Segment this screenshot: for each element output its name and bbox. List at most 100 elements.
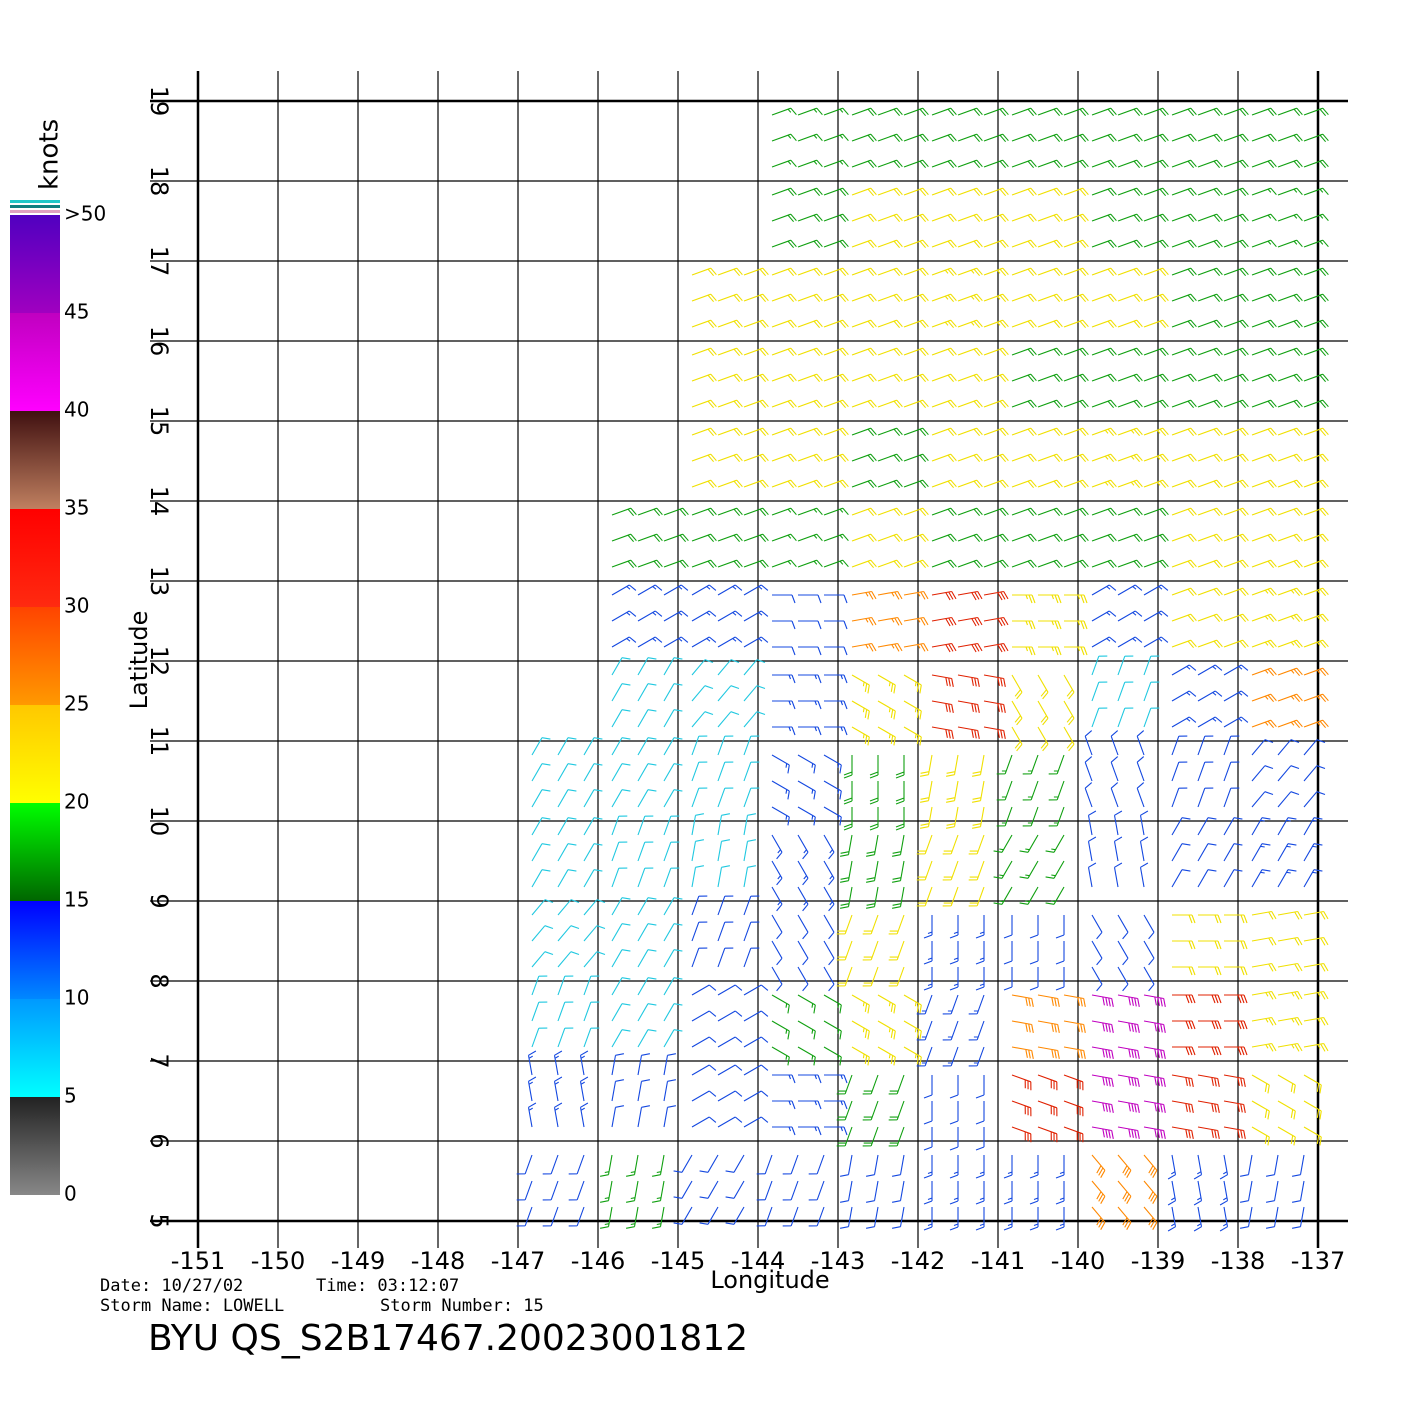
wind-barb <box>579 1076 589 1102</box>
colorbar-tick-label: 25 <box>64 692 89 716</box>
wind-barb <box>983 427 1009 437</box>
wind-barb <box>851 533 877 543</box>
wind-barb <box>743 293 769 303</box>
wind-barb <box>1223 787 1240 808</box>
wind-barb <box>975 1075 985 1099</box>
wind-barb <box>691 895 708 916</box>
wind-barb <box>557 869 577 888</box>
wind-barb <box>1277 719 1303 729</box>
wind-barb <box>877 293 903 303</box>
wind-barb <box>1117 1020 1140 1034</box>
wind-barb <box>993 834 1013 853</box>
wind-barb <box>1171 639 1197 649</box>
wind-barb <box>877 239 903 249</box>
wind-barb <box>1251 133 1277 143</box>
wind-barb <box>877 373 903 383</box>
wind-barb <box>1251 693 1277 703</box>
wind-barb <box>1003 941 1013 965</box>
wind-barb <box>1171 347 1197 357</box>
wind-barb <box>1143 1074 1166 1088</box>
wind-barb <box>903 319 929 329</box>
wind-barb <box>691 636 717 648</box>
x-tick-label: -144 <box>731 1247 785 1275</box>
wind-barb <box>975 1155 985 1179</box>
wind-barb <box>1303 1074 1322 1094</box>
wind-barb <box>1171 559 1197 569</box>
wind-barb <box>1037 479 1063 489</box>
x-tick-label: -141 <box>971 1247 1025 1275</box>
wind-barb <box>568 1206 585 1227</box>
wind-barb <box>1091 373 1117 383</box>
wind-barb <box>797 860 809 886</box>
wind-barb <box>931 559 957 569</box>
wind-barb <box>823 293 849 303</box>
wind-barb <box>839 1180 853 1203</box>
wind-barb <box>1143 1020 1166 1034</box>
wind-barb <box>743 373 769 383</box>
wind-barb <box>1277 1042 1303 1052</box>
colorbar-bin <box>10 215 60 313</box>
wind-barb <box>983 616 1009 627</box>
wind-barb <box>797 994 816 1014</box>
wind-barb <box>611 584 637 596</box>
wind-barb <box>1117 239 1143 249</box>
wind-barb <box>1091 994 1114 1008</box>
wind-barb <box>823 453 849 463</box>
wind-barb <box>823 133 849 142</box>
wind-barb <box>691 507 717 517</box>
wind-barb <box>1063 399 1089 409</box>
wind-barb <box>957 674 980 688</box>
wind-barb <box>1303 1100 1322 1120</box>
wind-barb <box>663 923 683 942</box>
wind-barb <box>1117 133 1143 143</box>
wind-barb <box>1251 239 1277 248</box>
wind-barb <box>942 994 959 1015</box>
wind-barb <box>1091 533 1117 543</box>
wind-barb <box>611 683 631 702</box>
wind-barb <box>1193 1154 1203 1180</box>
wind-barb <box>531 817 551 836</box>
wind-barb <box>877 267 903 277</box>
date-label: Date: 10/27/02 <box>100 1276 243 1296</box>
wind-barb <box>1291 1154 1305 1177</box>
wind-barb <box>1091 1020 1114 1034</box>
wind-barb <box>743 453 769 463</box>
wind-barb <box>851 1046 870 1066</box>
colorbar-tick-label: 30 <box>64 594 89 618</box>
wind-barb <box>1037 347 1063 357</box>
wind-barb <box>1063 239 1089 249</box>
wind-barb <box>1172 1020 1196 1030</box>
wind-barb <box>1091 159 1117 169</box>
time-label: Time: 03:12:07 <box>316 1276 459 1296</box>
wind-barb <box>637 507 663 517</box>
wind-barb <box>798 646 822 656</box>
wind-barb <box>1117 399 1143 409</box>
wind-barb <box>699 1206 719 1225</box>
wind-barb <box>931 453 957 463</box>
wind-barb <box>1063 213 1089 223</box>
wind-barb <box>1117 533 1143 543</box>
colorbar-tick-label: 35 <box>64 496 89 520</box>
colorbar-tick-label: 20 <box>64 790 89 814</box>
wind-barb <box>1277 693 1303 703</box>
wind-barb <box>1198 914 1222 924</box>
wind-barb <box>1277 533 1303 543</box>
wind-barb <box>903 159 929 169</box>
wind-barb <box>1143 213 1169 223</box>
wind-barb <box>888 966 905 987</box>
wind-barb <box>1198 966 1222 976</box>
wind-barb <box>663 610 689 622</box>
wind-barb <box>553 1050 563 1076</box>
wind-barb <box>651 1154 665 1177</box>
wind-barb <box>1139 810 1149 836</box>
wind-barb <box>1012 620 1036 630</box>
wind-barb <box>637 1053 651 1076</box>
wind-barb <box>531 975 548 996</box>
wind-barb <box>798 594 822 604</box>
wind-barb <box>903 133 929 143</box>
wind-barb <box>557 817 577 836</box>
x-tick-label: -148 <box>411 1247 465 1275</box>
colorbar-bin <box>10 1097 60 1195</box>
wind-barb <box>725 1206 745 1225</box>
wind-barb <box>836 940 853 961</box>
